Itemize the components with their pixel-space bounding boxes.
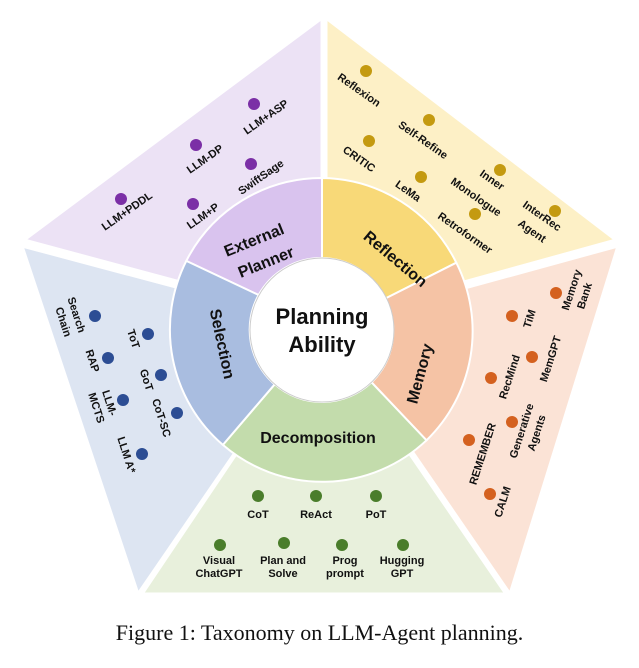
plan-and-solve-label-line2: Solve — [268, 568, 297, 580]
center-title-line2: Ability — [288, 332, 356, 357]
lema-dot — [415, 171, 427, 183]
tot-dot — [142, 328, 154, 340]
pot-label: PoT — [366, 509, 387, 521]
react-dot — [310, 490, 322, 502]
hugging-gpt-label-line2: GPT — [391, 568, 414, 580]
memory-bank-dot — [550, 287, 562, 299]
memgpt-dot — [526, 351, 538, 363]
rap-dot — [102, 352, 114, 364]
inner-monologue-dot — [494, 164, 506, 176]
recmind-dot — [485, 372, 497, 384]
pot-dot — [370, 490, 382, 502]
llm-pddl-dot — [115, 193, 127, 205]
tot-label: ToT — [124, 328, 141, 350]
react-label: ReAct — [300, 509, 332, 521]
llm-mcts-dot — [117, 394, 129, 406]
reflexion-dot — [360, 65, 372, 77]
remember-dot — [463, 434, 475, 446]
self-refine-dot — [423, 114, 435, 126]
interrec-agent-dot — [549, 205, 561, 217]
generative-agents-dot — [506, 416, 518, 428]
center-circle — [249, 257, 395, 403]
visual-chatgpt-label-line2: ChatGPT — [195, 568, 242, 580]
visual-chatgpt-label-line1: Visual — [203, 555, 235, 567]
plan-and-solve-dot — [278, 537, 290, 549]
cot-label: CoT — [247, 509, 269, 521]
tim-dot — [506, 310, 518, 322]
tim-label: TiM — [522, 308, 539, 330]
prog-prompt-label-line1: Prog — [332, 555, 357, 567]
center-title-line1: Planning — [276, 304, 369, 329]
critic-dot — [363, 135, 375, 147]
llm-a-star-dot — [136, 448, 148, 460]
figure-caption: Figure 1: Taxonomy on LLM-Agent planning… — [115, 620, 524, 645]
got-dot — [155, 369, 167, 381]
hugging-gpt-label-line1: Hugging — [380, 555, 425, 567]
llm-p-dot — [187, 198, 199, 210]
search-chain-dot — [89, 310, 101, 322]
decomposition-label: Decomposition — [260, 430, 376, 447]
retroformer-dot — [469, 208, 481, 220]
llm-dp-dot — [190, 139, 202, 151]
hugging-gpt-dot — [397, 539, 409, 551]
prog-prompt-dot — [336, 539, 348, 551]
plan-and-solve-label-line1: Plan and — [260, 555, 306, 567]
cot-dot — [252, 490, 264, 502]
prog-prompt-label-line2: prompt — [326, 568, 364, 580]
cot-sc-dot — [171, 407, 183, 419]
swiftsage-dot — [245, 158, 257, 170]
llm-asp-dot — [248, 98, 260, 110]
visual-chatgpt-dot — [214, 539, 226, 551]
calm-dot — [484, 488, 496, 500]
